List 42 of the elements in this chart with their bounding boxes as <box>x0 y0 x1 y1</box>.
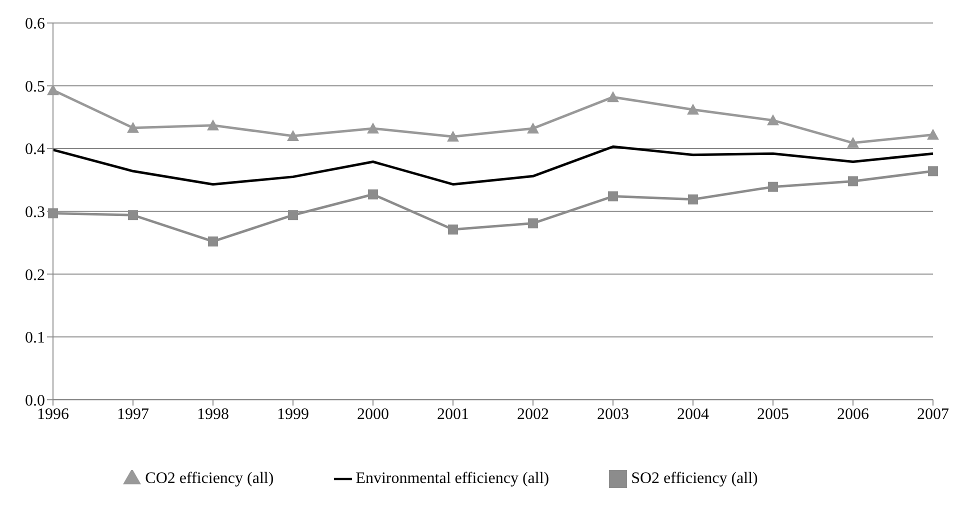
legend-label: CO2 efficiency (all) <box>145 470 274 487</box>
point <box>768 182 778 192</box>
x-tick-label: 2001 <box>437 406 469 424</box>
x-tick-label: 1997 <box>117 406 149 424</box>
point <box>128 210 138 220</box>
y-tick-label: 0.1 <box>25 330 45 347</box>
x-tick-label: 2004 <box>677 406 709 424</box>
point <box>688 194 698 204</box>
point <box>927 128 939 140</box>
point <box>848 176 858 186</box>
x-tick-label: 2005 <box>757 406 789 424</box>
x-tick-label: 2000 <box>357 406 389 424</box>
x-tick-label: 1999 <box>277 406 309 424</box>
y-tick-label: 0.5 <box>25 78 45 96</box>
legend-label: SO2 efficiency (all) <box>631 470 758 487</box>
y-tick-label: 0.6 <box>25 16 45 33</box>
point <box>527 122 539 134</box>
y-tick-label: 0.2 <box>25 266 45 284</box>
point <box>608 191 618 202</box>
point <box>287 130 299 141</box>
x-tick-label: 2002 <box>517 406 549 424</box>
point <box>687 104 699 115</box>
point <box>447 130 459 142</box>
y-tick-label: 0.3 <box>25 204 45 222</box>
x-tick-label: 1998 <box>197 406 229 424</box>
point <box>208 236 218 246</box>
y-tick-label: 0.4 <box>25 141 45 158</box>
point <box>448 224 458 235</box>
point <box>288 210 298 220</box>
point <box>367 122 379 134</box>
x-tick-label: 2006 <box>837 406 869 424</box>
x-tick-label: 2003 <box>597 406 629 424</box>
point <box>928 166 938 176</box>
point <box>607 91 619 102</box>
legend-label: Environmental efficiency (all) <box>356 470 550 487</box>
point <box>207 119 219 130</box>
x-tick-label: 2007 <box>917 406 949 424</box>
point <box>528 218 538 228</box>
point <box>127 122 139 133</box>
point <box>847 136 859 148</box>
point <box>767 114 779 126</box>
point <box>368 189 378 200</box>
